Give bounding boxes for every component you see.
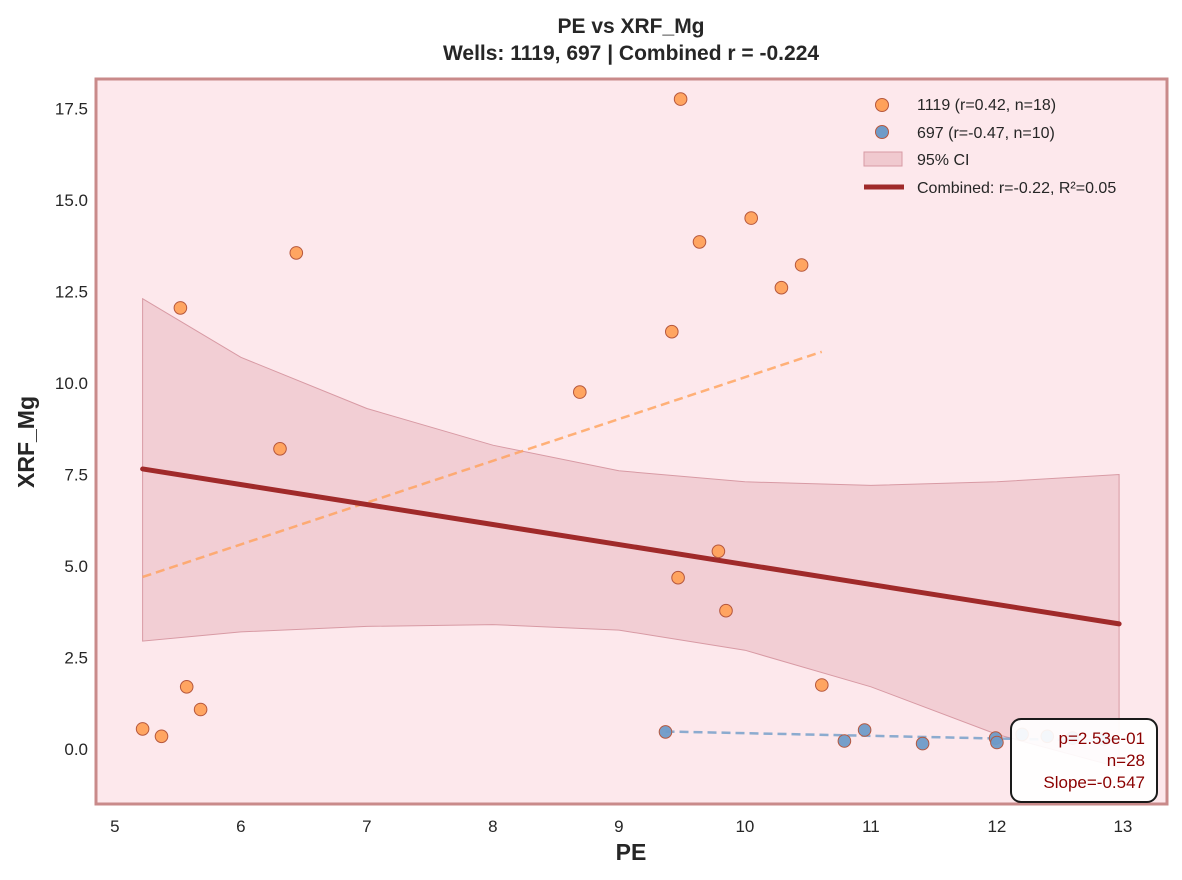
fit-line-series-1 xyxy=(665,730,1117,743)
stats-n: n=28 xyxy=(1107,751,1145,770)
x-tick-label: 11 xyxy=(862,817,880,836)
legend-label-697: 697 (r=-0.47, n=10) xyxy=(917,125,1055,142)
chart-title: PE vs XRF_Mg xyxy=(557,15,704,38)
data-point-series-0-7 xyxy=(573,385,587,399)
data-point-series-0-0 xyxy=(135,722,150,736)
fit-lines-layer xyxy=(140,350,1122,743)
data-point-series-0-13 xyxy=(719,603,733,618)
data-point-series-1-1 xyxy=(837,734,852,748)
stats-slope: Slope=-0.547 xyxy=(1043,773,1145,792)
legend-marker-697 xyxy=(875,125,889,139)
chart-subtitle: Wells: 1119, 697 | Combined r = -0.224 xyxy=(443,42,819,65)
legend-label-combined: Combined: r=-0.22, R²=0.05 xyxy=(917,180,1116,197)
x-ticks: 5 6 7 8 9 10 11 12 13 xyxy=(110,817,1132,836)
x-axis-label: PE xyxy=(616,839,647,865)
x-tick-label: 13 xyxy=(1113,817,1132,836)
y-tick-label: 17.5 xyxy=(55,99,88,118)
data-point-series-0-14 xyxy=(744,211,759,225)
data-point-series-0-12 xyxy=(711,544,726,559)
y-tick-label: 12.5 xyxy=(55,282,88,301)
combined-fit-line xyxy=(140,466,1122,627)
data-point-series-0-2 xyxy=(173,301,188,315)
stats-p-value: p=2.53e-01 xyxy=(1059,729,1146,748)
legend-label-1119: 1119 (r=0.42, n=18) xyxy=(917,97,1056,114)
y-tick-label: 5.0 xyxy=(64,557,88,576)
y-tick-label: 7.5 xyxy=(64,465,88,484)
x-tick-label: 6 xyxy=(236,817,245,836)
data-point-series-0-17 xyxy=(815,678,829,692)
y-tick-label: 10.0 xyxy=(55,374,88,393)
y-tick-label: 2.5 xyxy=(64,649,88,668)
legend-marker-1119 xyxy=(875,98,889,112)
data-point-series-0-4 xyxy=(193,702,208,717)
x-tick-label: 5 xyxy=(110,817,119,836)
data-point-series-1-3 xyxy=(915,736,930,751)
x-tick-label: 9 xyxy=(614,817,623,836)
data-point-series-1-2 xyxy=(857,723,872,737)
data-point-series-0-16 xyxy=(794,258,809,272)
data-point-series-1-0 xyxy=(658,725,673,739)
fit-line-series-0 xyxy=(142,350,823,579)
x-tick-label: 10 xyxy=(735,817,754,836)
data-point-series-0-11 xyxy=(692,235,707,249)
legend-label-ci: 95% CI xyxy=(917,152,969,169)
stats-box: p=2.53e-01 n=28 Slope=-0.547 xyxy=(1010,718,1158,803)
x-tick-label: 8 xyxy=(488,817,497,836)
y-tick-label: 0.0 xyxy=(64,740,88,759)
data-point-series-0-5 xyxy=(273,442,287,456)
x-tick-label: 12 xyxy=(987,817,1006,836)
data-point-series-0-10 xyxy=(673,92,688,106)
stats-box-frame xyxy=(1010,718,1158,803)
data-point-series-0-1 xyxy=(154,729,169,744)
data-point-series-0-15 xyxy=(774,280,789,295)
data-point-series-0-3 xyxy=(179,680,194,694)
legend-marker-ci xyxy=(863,151,903,167)
y-tick-label: 15.0 xyxy=(55,191,88,210)
legend: 1119 (r=0.42, n=18) 697 (r=-0.47, n=10) … xyxy=(863,97,1116,197)
data-point-series-0-9 xyxy=(671,570,685,585)
data-point-series-0-8 xyxy=(665,324,679,339)
plot-frame xyxy=(94,77,1169,806)
data-point-series-0-6 xyxy=(289,246,304,260)
y-ticks: 0.0 2.5 5.0 7.5 10.0 12.5 15.0 17.5 xyxy=(55,99,88,759)
x-tick-label: 7 xyxy=(362,817,371,836)
data-point-series-1-5 xyxy=(990,735,1004,750)
y-axis-label: XRF_Mg xyxy=(13,396,39,488)
